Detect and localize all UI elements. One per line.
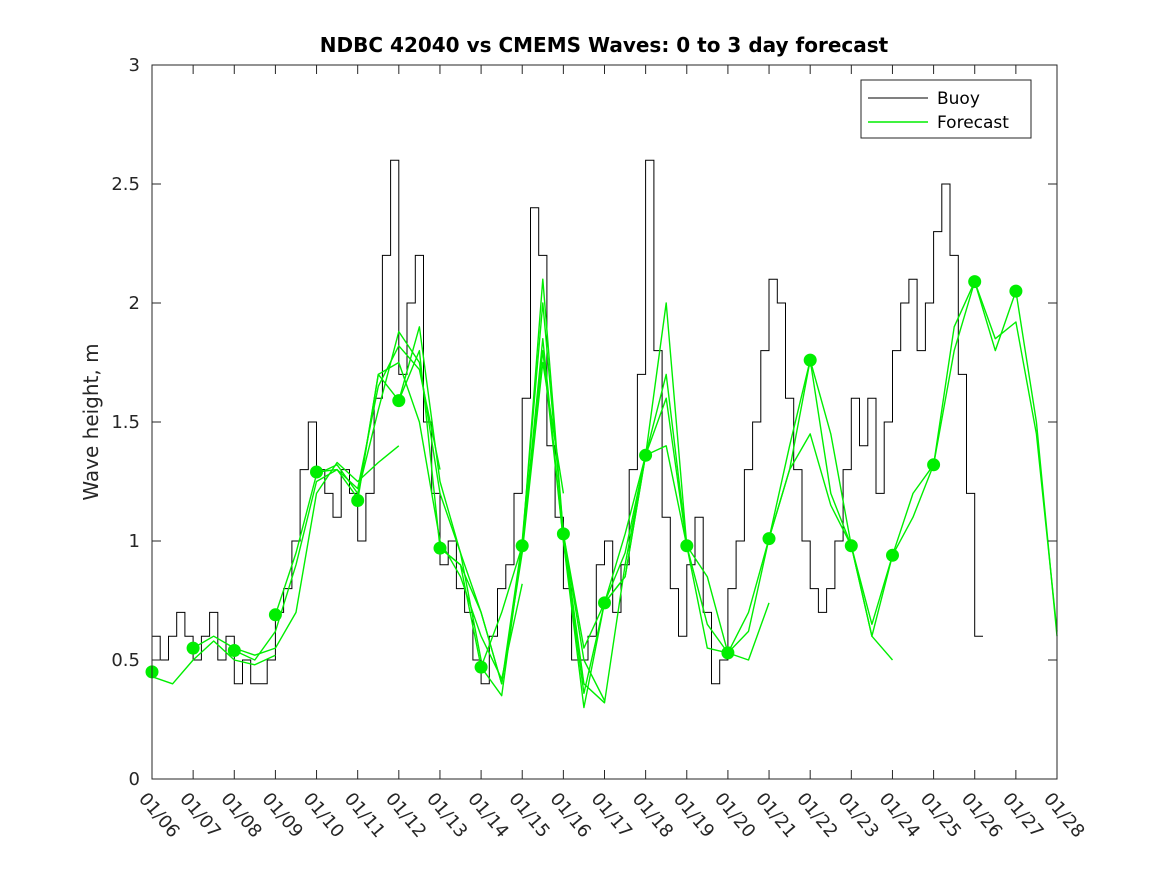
x-tick-label-0: 01/06	[134, 789, 183, 842]
analysis-point-19	[927, 458, 941, 472]
forecast-series-line-8	[480, 302, 688, 709]
x-tick-label-8: 01/14	[463, 789, 512, 842]
x-tick-label-4: 01/10	[299, 789, 348, 842]
forecast-series-line-1	[192, 445, 400, 656]
x-tick-label-20: 01/26	[957, 789, 1006, 842]
analysis-point-2	[227, 644, 241, 657]
analysis-point-11	[598, 596, 611, 610]
x-tick-label-15: 01/21	[751, 789, 800, 842]
y-tick-label-1: 0.5	[111, 650, 140, 671]
x-tick-label-9: 01/15	[504, 789, 553, 842]
analysis-point-8	[474, 660, 488, 674]
analysis-point-15	[762, 532, 776, 546]
plot-background	[152, 65, 1057, 779]
analysis-point-17	[844, 539, 858, 553]
analysis-points	[145, 275, 1023, 679]
forecast-series-line-0	[151, 640, 276, 685]
analysis-point-9	[515, 539, 529, 553]
y-tick-label-3: 1.5	[111, 412, 140, 433]
analysis-point-12	[639, 448, 653, 462]
analysis-point-3	[268, 608, 282, 622]
analysis-point-18	[886, 548, 899, 562]
forecast-series-line-15	[932, 280, 1058, 632]
x-tick-label-2: 01/08	[216, 789, 265, 842]
y-tick-label-6: 3	[129, 55, 140, 76]
x-tick-label-11: 01/17	[587, 789, 636, 842]
y-tick-label-0: 0	[129, 769, 140, 790]
analysis-point-20	[968, 275, 982, 289]
forecast-series-line-6	[398, 302, 606, 701]
x-tick-label-12: 01/18	[628, 789, 677, 842]
y-tick-label-2: 1	[129, 531, 140, 552]
forecast-series-line-10	[562, 397, 770, 661]
analysis-point-5	[351, 494, 365, 507]
x-tick-label-18: 01/24	[875, 789, 924, 842]
forecast-series-line-5	[357, 326, 565, 685]
x-tick-label-6: 01/12	[381, 789, 430, 842]
x-tick-label-17: 01/23	[833, 789, 882, 842]
analysis-point-14	[721, 646, 735, 660]
x-tick-label-19: 01/25	[916, 789, 965, 842]
x-tick-label-5: 01/11	[340, 789, 389, 842]
x-tick-label-1: 01/07	[175, 789, 224, 842]
analysis-point-13	[680, 539, 694, 553]
analysis-point-6	[392, 394, 406, 408]
legend-box	[860, 79, 1032, 139]
x-tick-label-7: 01/13	[422, 789, 471, 842]
forecast-series-line-7	[439, 278, 647, 704]
x-tick-label-22: 01/28	[1039, 789, 1088, 842]
chart-title: NDBC 42040 vs CMEMS Waves: 0 to 3 day fo…	[320, 33, 889, 57]
plot-area: 00.511.522.5301/0601/0701/0801/0901/1001…	[111, 55, 1088, 842]
analysis-point-1	[186, 641, 200, 655]
y-tick-label-5: 2.5	[111, 174, 140, 195]
buoy-series-line	[152, 159, 983, 685]
analysis-point-7	[433, 541, 447, 555]
analysis-point-10	[556, 527, 570, 541]
legend: Buoy Forecast	[860, 79, 1032, 139]
legend-buoy-label: Buoy	[937, 89, 980, 109]
x-tick-label-14: 01/20	[710, 789, 759, 842]
x-tick-label-16: 01/22	[792, 789, 841, 842]
analysis-point-16	[803, 353, 817, 367]
y-tick-label-4: 2	[129, 293, 140, 314]
analysis-point-4	[310, 465, 323, 479]
y-axis-label: Wave height, m	[79, 343, 103, 500]
x-tick-label-13: 01/19	[669, 789, 718, 842]
forecast-series-line-3	[274, 330, 482, 661]
x-tick-label-3: 01/09	[258, 789, 307, 842]
x-tick-label-10: 01/16	[546, 789, 595, 842]
x-tick-label-21: 01/27	[998, 789, 1047, 842]
legend-forecast-label: Forecast	[937, 113, 1009, 133]
analysis-point-21	[1009, 284, 1023, 298]
